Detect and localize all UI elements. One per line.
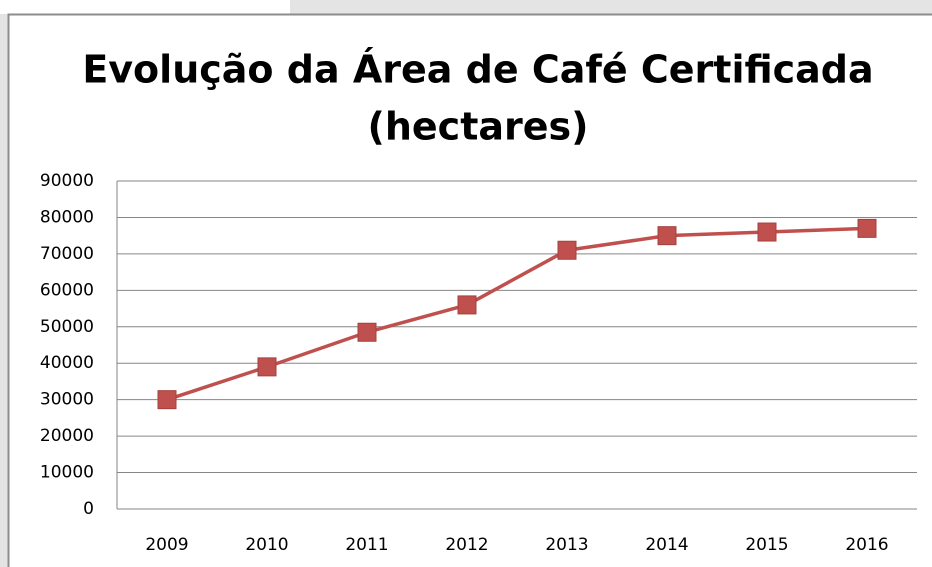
x-tick-label: 2011	[345, 535, 388, 555]
data-marker	[357, 322, 377, 342]
y-tick-label: 10000	[40, 463, 94, 483]
y-tick-label: 30000	[40, 390, 94, 410]
data-marker	[457, 295, 477, 315]
x-tick-label: 2009	[145, 535, 188, 555]
y-tick-label: 40000	[40, 353, 94, 373]
y-tick-label: 90000	[40, 171, 94, 191]
data-marker	[857, 218, 877, 238]
x-tick-label: 2016	[845, 535, 888, 555]
background-band	[0, 14, 8, 567]
chart-title: Evolução da Área de Café Certificada	[82, 48, 873, 92]
data-marker	[557, 240, 577, 260]
data-marker	[757, 222, 777, 242]
data-marker	[157, 390, 177, 410]
x-tick-label: 2014	[645, 535, 688, 555]
x-tick-label: 2013	[545, 535, 588, 555]
y-tick-label: 50000	[40, 317, 94, 337]
y-tick-label: 20000	[40, 426, 94, 446]
y-tick-label: 70000	[40, 244, 94, 264]
data-marker	[257, 357, 277, 377]
chart-title: (hectares)	[367, 105, 588, 149]
background-band	[0, 0, 290, 14]
data-line	[166, 226, 868, 402]
y-tick-label: 80000	[40, 207, 94, 227]
x-tick-label: 2015	[745, 535, 788, 555]
data-marker	[657, 226, 677, 246]
x-tick-label: 2010	[245, 535, 288, 555]
x-tick-label: 2012	[445, 535, 488, 555]
y-tick-label: 0	[83, 499, 94, 519]
y-tick-label: 60000	[40, 280, 94, 300]
